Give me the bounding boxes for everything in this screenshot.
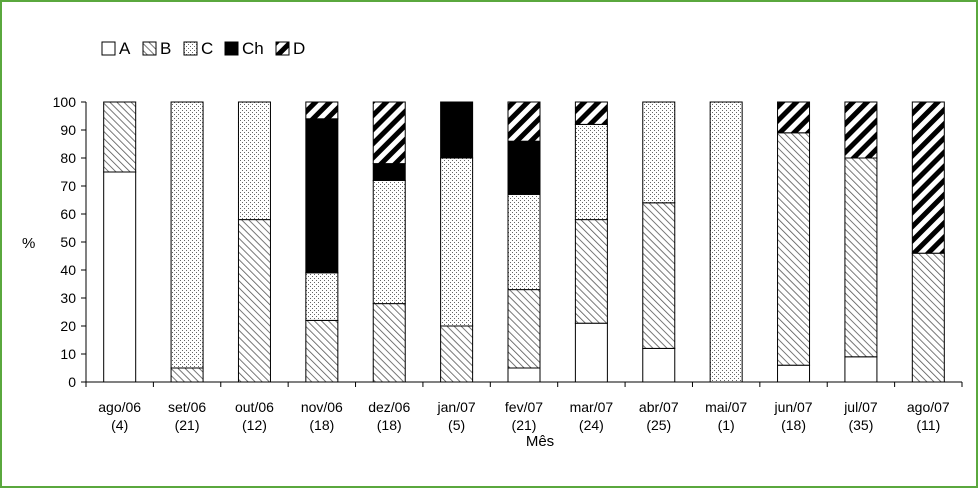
x-axis: ago/06 (4) set/06 (21) out/06 (12) nov/06 (18) d… [85, 381, 963, 433]
bar-segment-b [305, 319, 339, 383]
bar-segment-d [911, 101, 945, 254]
bar-segment-a [103, 171, 137, 383]
y-tick-label: 10 [60, 346, 76, 362]
y-tick-label: 20 [60, 318, 76, 334]
x-tick-label: jan/07 [437, 399, 476, 415]
bar-segment-c [305, 272, 339, 321]
x-sample-count-label: (11) [916, 417, 940, 433]
legend-swatch-b [142, 41, 157, 56]
y-tick-label: 90 [60, 122, 76, 138]
y-tick-label: 40 [60, 262, 76, 278]
legend-label: C [201, 39, 213, 58]
legend-swatch-c [183, 41, 198, 56]
bar-segment-c [574, 123, 608, 221]
x-tick-label: dez/06 [368, 399, 410, 415]
bar-segment-c [237, 101, 271, 221]
bar-segment-a [642, 347, 676, 383]
x-tick-label: jun/07 [773, 399, 812, 415]
legend-label: A [119, 39, 131, 58]
x-tick-label: nov/06 [301, 399, 343, 415]
x-sample-count-label: (35) [848, 417, 873, 433]
bar-segment-c [372, 179, 406, 305]
bars [103, 101, 945, 383]
y-tick-label: 70 [60, 178, 76, 194]
legend-label: B [160, 39, 171, 58]
bar-segment-b [103, 101, 137, 173]
bar-segment-b [844, 157, 878, 358]
y-tick-label: 100 [53, 94, 77, 110]
legend-label: Ch [242, 39, 264, 58]
y-axis-label: % [22, 235, 35, 252]
y-tick-label: 50 [60, 234, 76, 250]
bar-segment-c [440, 157, 474, 327]
legend-swatch-ch [224, 41, 239, 56]
x-tick-label: out/06 [235, 399, 274, 415]
legend-swatch-a [101, 41, 116, 56]
y-tick-label: 60 [60, 206, 76, 222]
x-sample-count-label: (21) [175, 417, 200, 433]
bar-segment-b [574, 219, 608, 324]
x-sample-count-label: (4) [111, 417, 128, 433]
bar-segment-ch [305, 118, 339, 274]
legend: A B C Ch D [101, 39, 305, 58]
bar-segment-a [777, 364, 811, 383]
x-tick-label: ago/07 [907, 399, 950, 415]
legend-swatch-d [275, 41, 290, 56]
bar-segment-a [507, 367, 541, 383]
y-tick-label: 0 [68, 374, 76, 390]
x-sample-count-label: (24) [579, 417, 604, 433]
bar-segment-b [507, 289, 541, 369]
bar-segment-d [844, 101, 878, 159]
bar-segment-ch [372, 163, 406, 181]
bar-segment-b [911, 252, 945, 383]
bar-segment-c [507, 193, 541, 291]
x-sample-count-label: (18) [377, 417, 402, 433]
bar-segment-b [777, 132, 811, 366]
x-tick-label: jul/07 [843, 399, 878, 415]
bar-segment-b [170, 367, 204, 383]
x-sample-count-label: (12) [242, 417, 267, 433]
x-tick-label: set/06 [168, 399, 206, 415]
bar-segment-d [507, 101, 541, 142]
y-axis: 0 10 20 30 40 50 60 70 80 90 100 [53, 94, 87, 390]
x-tick-label: mai/07 [705, 399, 747, 415]
x-tick-label: ago/06 [98, 399, 141, 415]
bar-segment-a [844, 356, 878, 383]
x-sample-count-label: (25) [646, 417, 671, 433]
y-tick-label: 80 [60, 150, 76, 166]
x-sample-count-label: (18) [309, 417, 334, 433]
x-sample-count-label: (21) [512, 417, 537, 433]
legend-label: D [293, 39, 305, 58]
bar-segment-ch [507, 140, 541, 195]
bar-segment-d [574, 101, 608, 125]
x-tick-label: fev/07 [505, 399, 543, 415]
bar-segment-d [372, 101, 406, 165]
bar-segment-c [170, 101, 204, 369]
x-tick-label: abr/07 [639, 399, 679, 415]
bar-segment-ch [440, 101, 474, 159]
x-axis-label: Mês [526, 433, 554, 450]
x-sample-count-label: (18) [781, 417, 806, 433]
bar-segment-d [777, 101, 811, 134]
bar-segment-d [305, 101, 339, 120]
y-tick-label: 30 [60, 290, 76, 306]
bar-segment-b [237, 219, 271, 383]
bar-segment-a [574, 322, 608, 383]
x-sample-count-label: (5) [448, 417, 465, 433]
bar-segment-c [709, 101, 743, 383]
bar-segment-c [642, 101, 676, 204]
bar-segment-b [642, 202, 676, 349]
bar-segment-b [372, 303, 406, 383]
bar-segment-b [440, 325, 474, 383]
x-sample-count-label: (1) [718, 417, 735, 433]
x-tick-label: mar/07 [570, 399, 614, 415]
